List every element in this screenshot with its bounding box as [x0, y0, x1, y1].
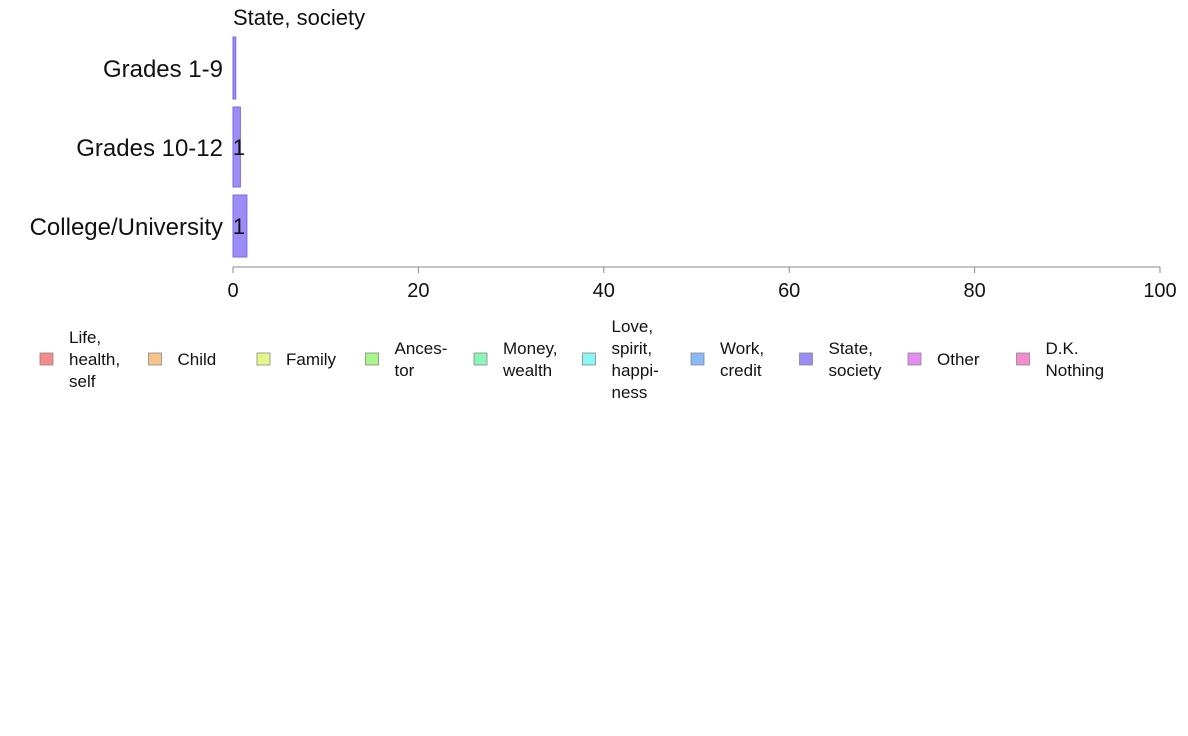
legend-label: Money, wealth [502, 339, 558, 380]
legend-swatch [907, 352, 922, 366]
legend-swatch [473, 352, 488, 366]
x-tick-label: 40 [593, 280, 615, 302]
data-label: 1 [233, 214, 245, 239]
legend-swatch [799, 352, 813, 366]
legend-label: Life, health, self [69, 328, 120, 391]
legend-swatch [582, 352, 596, 366]
legend-swatch [39, 352, 54, 366]
category-label: Grades 1-9 [103, 56, 223, 83]
legend-label: Ances-tor [395, 339, 448, 380]
legend-label: Love, spirit, happi-ness [612, 317, 659, 402]
bar [232, 106, 241, 188]
data-label: 1 [233, 135, 245, 160]
bar [232, 36, 237, 100]
legend-label: D.K. Nothing [1046, 339, 1105, 380]
legend-swatch [690, 352, 705, 366]
x-tick-label: 80 [963, 280, 985, 302]
bars: 11 [232, 36, 248, 258]
x-tick-label: 60 [778, 280, 800, 302]
x-tick-label: 100 [1143, 280, 1176, 302]
legend-swatch [148, 352, 162, 366]
legend-label: Other [937, 350, 980, 369]
legend-label: Child [178, 350, 217, 369]
legend-swatch [1016, 352, 1030, 366]
x-axis: 0 20 40 60 80 100 [227, 266, 1177, 302]
category-label: Grades 10-12 [76, 135, 223, 162]
legend: Life, health, self Child Family Ances-tor Mone… [39, 317, 1105, 402]
legend-label: Family [286, 350, 337, 369]
chart-title: State, society [233, 5, 365, 30]
bar [232, 194, 248, 258]
x-tick-label: 20 [407, 280, 429, 302]
category-label: College/University [30, 214, 223, 241]
legend-swatch [365, 352, 379, 366]
legend-swatch [256, 352, 271, 366]
legend-label: Work, credit [720, 339, 764, 380]
category-labels: Grades 1-9 Grades 10-12 College/University [30, 56, 223, 241]
x-tick-label: 0 [227, 280, 238, 302]
legend-label: State, society [829, 339, 882, 380]
